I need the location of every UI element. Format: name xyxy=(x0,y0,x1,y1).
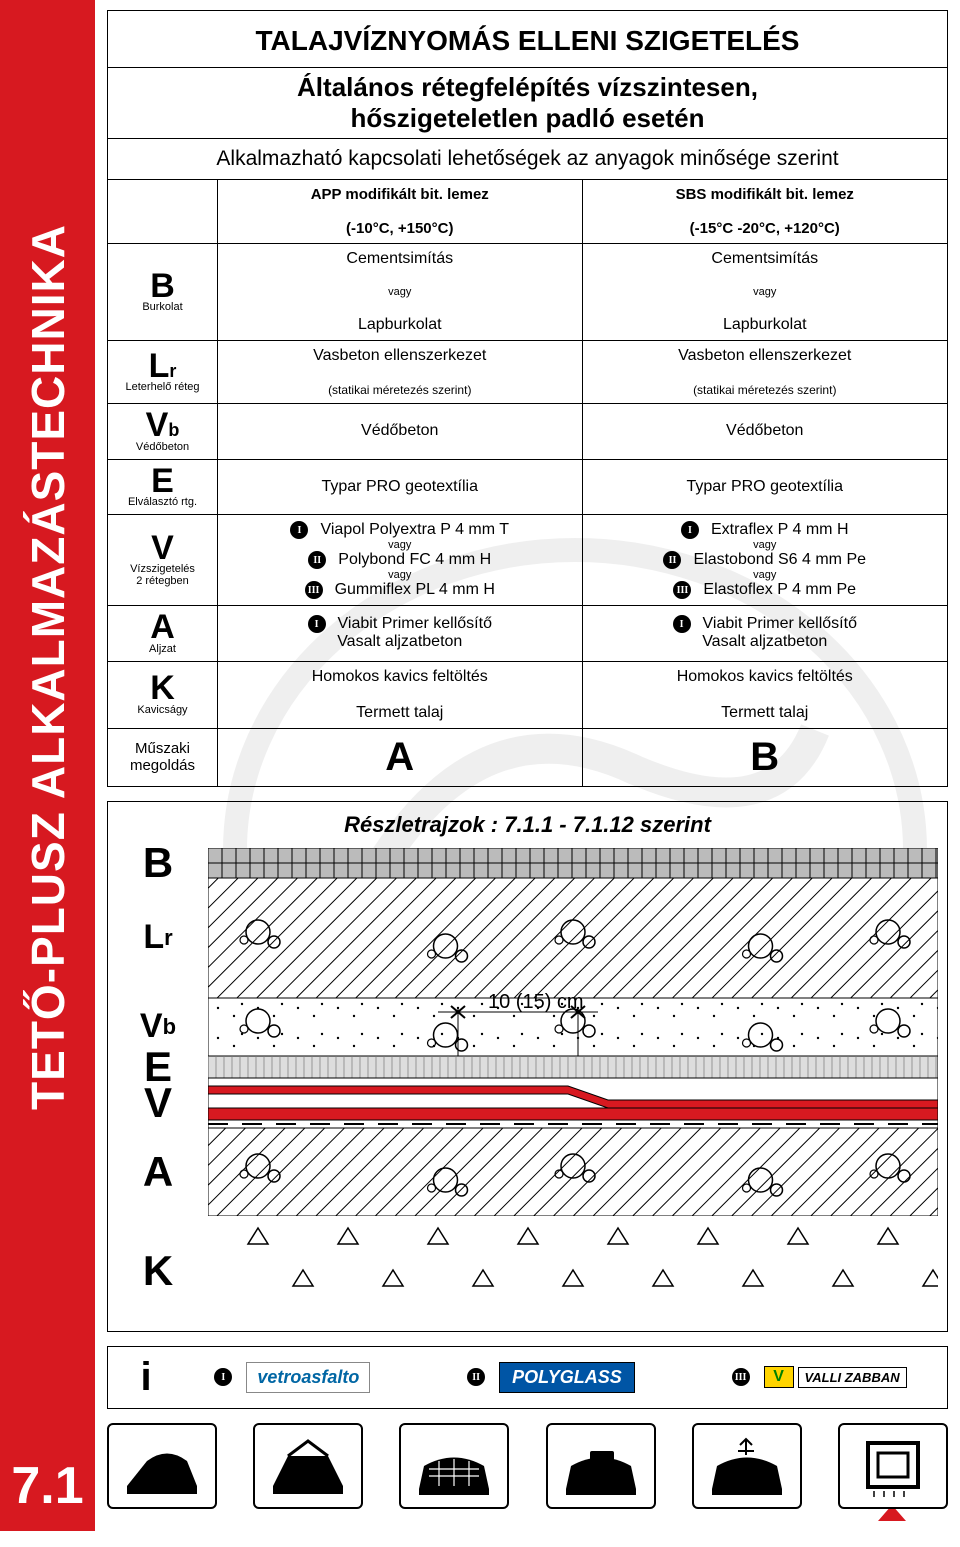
page: TETŐ-PLUSZ ALKALMAZÁSTECHNIKA 7.1 KFT. T… xyxy=(0,0,960,1531)
application-icon-1 xyxy=(107,1423,217,1509)
sidebar-vertical-title: TETŐ-PLUSZ ALKALMAZÁSTECHNIKA xyxy=(21,224,75,1110)
table-subtitle: Általános rétegfelépítés vízszintesen, h… xyxy=(108,67,947,138)
section-diagram: Részletrajzok : 7.1.1 - 7.1.12 szerint B… xyxy=(107,801,948,1332)
application-icon-4 xyxy=(546,1423,656,1509)
layer-label-B: B xyxy=(108,848,208,878)
spec-table: TALAJVÍZNYOMÁS ELLENI SZIGETELÉS Általán… xyxy=(107,10,948,787)
layer-label-K: K xyxy=(108,1216,208,1326)
layer-label-Lr: Lr xyxy=(108,878,208,998)
sidebar-red: TETŐ-PLUSZ ALKALMAZÁSTECHNIKA 7.1 xyxy=(0,0,95,1531)
layer-label-A: A xyxy=(108,1128,208,1216)
svg-text:10 (15) cm: 10 (15) cm xyxy=(488,991,584,1013)
layer-label-E: E xyxy=(108,1056,208,1078)
subtitle-line2: hőszigeteletlen padló esetén xyxy=(351,103,705,133)
layer-label-V: V xyxy=(108,1078,208,1128)
diagram-layer-labels: BLrVbEVAK xyxy=(108,848,208,1331)
sidebar-section-number: 7.1 xyxy=(11,1456,83,1516)
info-icon: i xyxy=(120,1355,172,1400)
info-bar: i Ivetroasfalto IIPOLYGLASS IIIVVALLI ZABB… xyxy=(107,1346,948,1409)
app-icon-row xyxy=(107,1423,948,1509)
brand-vetro: Ivetroasfalto xyxy=(214,1362,370,1393)
application-icon-3 xyxy=(399,1423,509,1509)
application-icon-2 xyxy=(253,1423,363,1509)
application-icon-5 xyxy=(692,1423,802,1509)
brand-row: Ivetroasfalto IIPOLYGLASS IIIVVALLI ZABBAN xyxy=(186,1362,935,1393)
diagram-title: Részletrajzok : 7.1.1 - 7.1.12 szerint xyxy=(108,802,947,848)
brand-vz: IIIVVALLI ZABBAN xyxy=(732,1366,907,1388)
subtitle-line1: Általános rétegfelépítés vízszintesen, xyxy=(297,72,758,102)
content-area: KFT. TALAJVÍZNYOMÁS ELLENI SZIGETELÉS Ál… xyxy=(95,0,960,1531)
brand-poly: IIPOLYGLASS xyxy=(467,1362,635,1393)
table-grid: APP modifikált bit. lemez(-10°C, +150°C)… xyxy=(108,180,947,786)
diagram-svg: 10 (15) cm xyxy=(208,848,947,1331)
table-subnote: Alkalmazható kapcsolati lehetőségek az a… xyxy=(108,138,947,180)
table-title: TALAJVÍZNYOMÁS ELLENI SZIGETELÉS xyxy=(108,11,947,67)
application-icon-6 xyxy=(838,1423,948,1509)
